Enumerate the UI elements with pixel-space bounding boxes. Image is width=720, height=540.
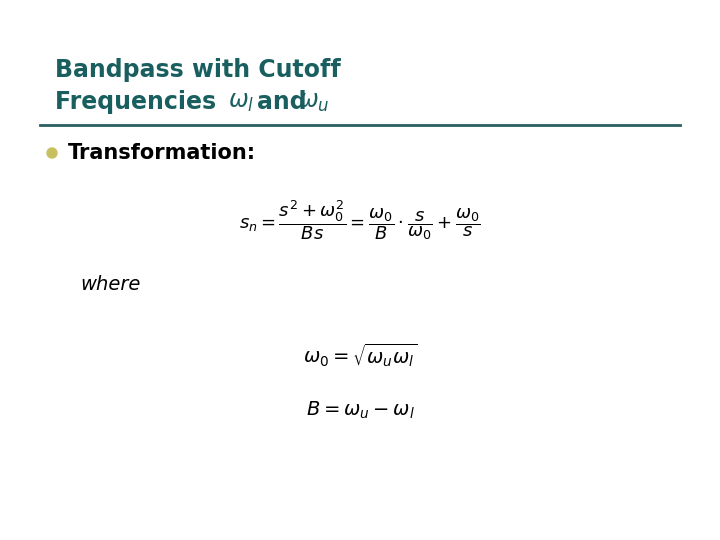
Text: $\omega_l$: $\omega_l$ <box>228 90 254 114</box>
Text: where: where <box>80 275 140 294</box>
Circle shape <box>47 148 57 158</box>
Text: Bandpass with Cutoff: Bandpass with Cutoff <box>55 58 341 82</box>
Text: $\omega_0 = \sqrt{\omega_u \omega_l}$: $\omega_0 = \sqrt{\omega_u \omega_l}$ <box>303 341 417 369</box>
Text: $\omega_u$: $\omega_u$ <box>298 90 330 114</box>
Text: $s_n = \dfrac{s^2 + \omega_0^2}{Bs} = \dfrac{\omega_0}{B}\cdot\dfrac{s}{\omega_0: $s_n = \dfrac{s^2 + \omega_0^2}{Bs} = \d… <box>239 198 481 242</box>
Text: Frequencies: Frequencies <box>55 90 225 114</box>
Text: $B = \omega_u - \omega_l$: $B = \omega_u - \omega_l$ <box>305 400 415 421</box>
Text: Transformation:: Transformation: <box>68 143 256 163</box>
Text: and: and <box>257 90 307 114</box>
